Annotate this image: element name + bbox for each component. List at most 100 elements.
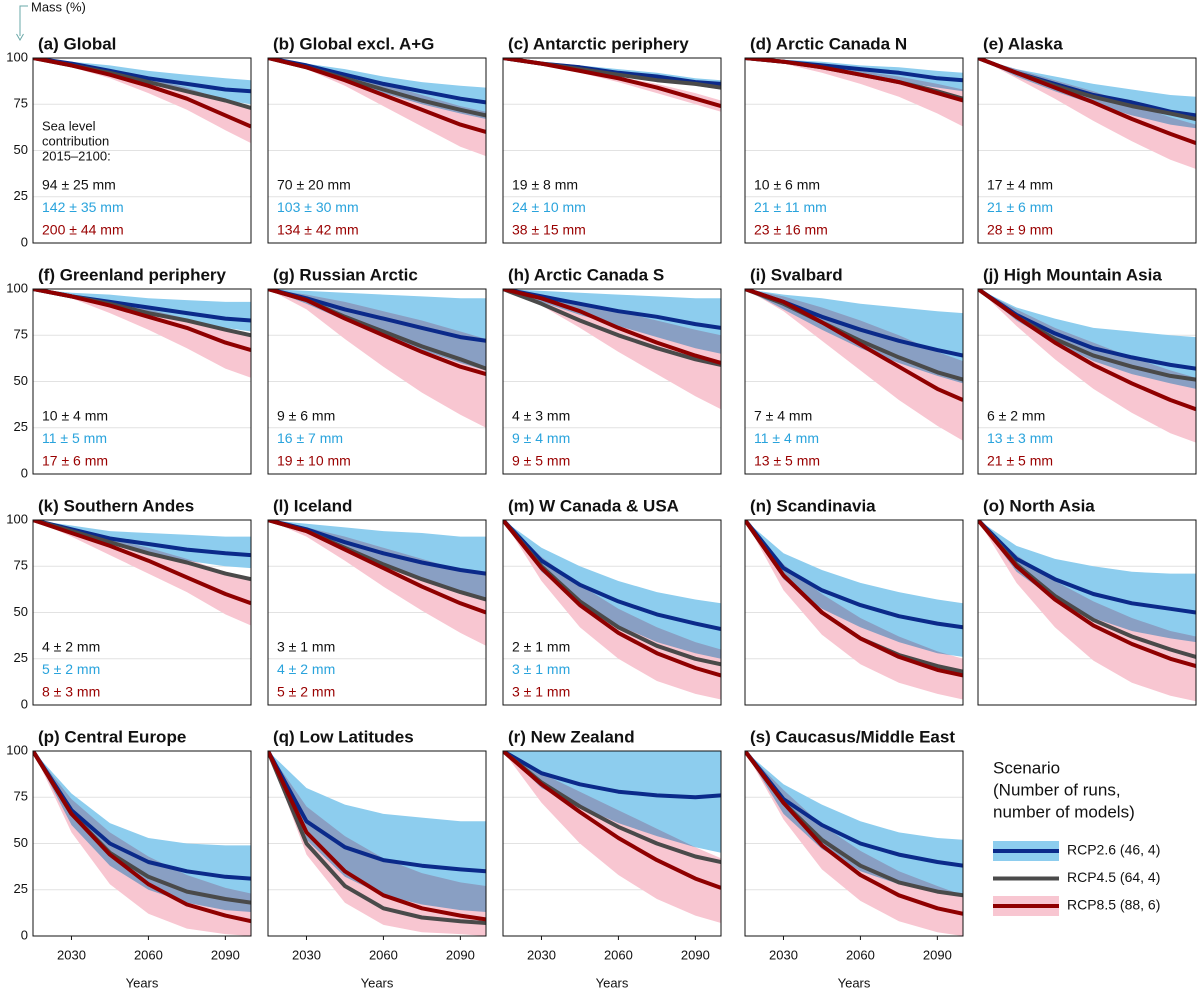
sea-level-contribution: 3 ± 1 mm <box>512 684 570 700</box>
plot-area <box>978 520 1196 702</box>
panel-title: (j) High Mountain Asia <box>983 265 1162 284</box>
plot-frame <box>267 288 487 475</box>
y-tick-label: 0 <box>21 465 28 480</box>
sea-level-contribution: 3 ± 1 mm <box>277 639 335 655</box>
y-tick-label: 50 <box>14 604 28 619</box>
plot-area <box>503 58 721 112</box>
scenario-line <box>268 58 486 134</box>
sea-level-contribution: 38 ± 15 mm <box>512 222 586 238</box>
panel: (q) Low Latitudes 2030 2060 2090 Years <box>267 727 487 990</box>
plot-frame <box>744 519 964 706</box>
scenario-line <box>745 520 963 678</box>
sea-level-contribution: 11 ± 5 mm <box>42 430 107 446</box>
panel-title: (c) Antarctic periphery <box>508 34 689 53</box>
panel: (m) W Canada & USA 2 ± 1 mm 3 ± 1 mm 3 ± 1 … <box>502 496 722 706</box>
scenario-line <box>745 289 963 402</box>
y-tick-label: 50 <box>14 373 28 388</box>
scenario-line <box>503 520 721 678</box>
plot-frame <box>502 519 722 706</box>
sea-level-contribution: 28 ± 9 mm <box>987 222 1053 238</box>
sea-level-contribution: 4 ± 2 mm <box>42 639 100 655</box>
x-tick-label: 2060 <box>846 947 875 962</box>
plot-frame <box>502 57 722 244</box>
y-tick-label: 0 <box>21 234 28 249</box>
legend-title: (Number of runs, <box>993 780 1121 799</box>
panel-title: (e) Alaska <box>983 34 1063 53</box>
panel-title: (l) Iceland <box>273 496 352 515</box>
sea-level-contribution: 9 ± 6 mm <box>277 408 335 424</box>
plot-frame <box>502 288 722 475</box>
sea-level-contribution: 21 ± 5 mm <box>987 453 1053 469</box>
plot-area <box>745 289 963 441</box>
panel: (e) Alaska 17 ± 4 mm 21 ± 6 mm 28 ± 9 mm <box>977 34 1197 244</box>
ylabel-bracket <box>19 5 28 36</box>
panel: (c) Antarctic periphery 19 ± 8 mm 24 ± 10 … <box>502 34 722 244</box>
sea-level-contribution: 70 ± 20 mm <box>277 177 351 193</box>
plot-area <box>978 289 1196 443</box>
sea-level-contribution: 4 ± 3 mm <box>512 408 570 424</box>
y-axis-label: Mass (%) <box>31 0 86 14</box>
panel: (o) North Asia <box>977 496 1197 706</box>
scenario-line <box>745 58 963 103</box>
sea-level-contribution: 16 ± 7 mm <box>277 430 343 446</box>
panel-title: (b) Global excl. A+G <box>273 34 434 53</box>
x-tick-label: 2060 <box>604 947 633 962</box>
scenario-line <box>33 289 251 353</box>
sea-level-contribution: 9 ± 4 mm <box>512 430 570 446</box>
panel: (i) Svalbard 7 ± 4 mm 11 ± 4 mm 13 ± 5 mm <box>744 265 964 475</box>
plot-area <box>503 289 721 410</box>
panel: (g) Russian Arctic 9 ± 6 mm 16 ± 7 mm 19 ± … <box>267 265 487 475</box>
note: contribution <box>42 133 109 148</box>
y-tick-label: 25 <box>14 188 28 203</box>
ylabel-arrow <box>16 33 24 41</box>
scenario-line <box>33 751 251 924</box>
plot-frame <box>32 519 252 706</box>
sea-level-contribution: 17 ± 6 mm <box>42 453 108 469</box>
x-tick-label: 2090 <box>446 947 475 962</box>
x-axis-label: Years <box>838 975 871 990</box>
scenario-line <box>503 289 721 365</box>
panel: (d) Arctic Canada N 10 ± 6 mm 21 ± 11 mm 23… <box>744 34 964 244</box>
y-tick-label: 100 <box>6 280 28 295</box>
uncertainty-band <box>745 289 963 441</box>
plot-area <box>503 520 721 700</box>
panel: 0 25 50 75 100 (p) Central Europe 2030 2060 2090… <box>6 727 252 990</box>
sea-level-contribution: 5 ± 2 mm <box>277 684 335 700</box>
scenario-line <box>33 520 251 606</box>
uncertainty-band <box>268 520 486 646</box>
scenario-line <box>745 751 963 868</box>
uncertainty-band <box>33 58 251 144</box>
plot-area <box>268 58 486 157</box>
plot-frame <box>32 288 252 475</box>
panel: (b) Global excl. A+G 70 ± 20 mm 103 ± 30 m… <box>267 34 487 244</box>
scenario-line <box>978 289 1196 412</box>
uncertainty-band <box>745 751 963 896</box>
panel-title: (f) Greenland periphery <box>38 265 227 284</box>
scenario-line <box>503 520 721 632</box>
uncertainty-band <box>978 289 1196 389</box>
plot-frame <box>744 288 964 475</box>
panel-title: (h) Arctic Canada S <box>508 265 664 284</box>
sea-level-contribution: 2 ± 1 mm <box>512 639 570 655</box>
y-tick-label: 75 <box>14 558 28 573</box>
y-tick-label: 100 <box>6 742 28 757</box>
scenario-line <box>978 520 1196 615</box>
plot-frame <box>32 750 252 937</box>
x-tick-label: 2090 <box>681 947 710 962</box>
x-tick-label: 2060 <box>369 947 398 962</box>
panel-title: (s) Caucasus/Middle East <box>750 727 955 746</box>
plot-frame <box>744 750 964 937</box>
x-tick-label: 2030 <box>527 947 556 962</box>
sea-level-contribution: 17 ± 4 mm <box>987 177 1053 193</box>
y-tick-label: 50 <box>14 142 28 157</box>
plot-frame <box>977 519 1197 706</box>
scenario-line <box>268 520 486 615</box>
panel-title: (p) Central Europe <box>38 727 186 746</box>
scenario-line <box>745 751 963 916</box>
scenario-line <box>503 751 721 890</box>
panel: (s) Caucasus/Middle East 2030 2060 2090 Year… <box>744 727 964 990</box>
legend-title: Scenario <box>993 758 1060 777</box>
plot-frame <box>32 57 252 244</box>
panel: (h) Arctic Canada S 4 ± 3 mm 9 ± 4 mm 9 ± 5… <box>502 265 722 475</box>
sea-level-contribution: 9 ± 5 mm <box>512 453 570 469</box>
